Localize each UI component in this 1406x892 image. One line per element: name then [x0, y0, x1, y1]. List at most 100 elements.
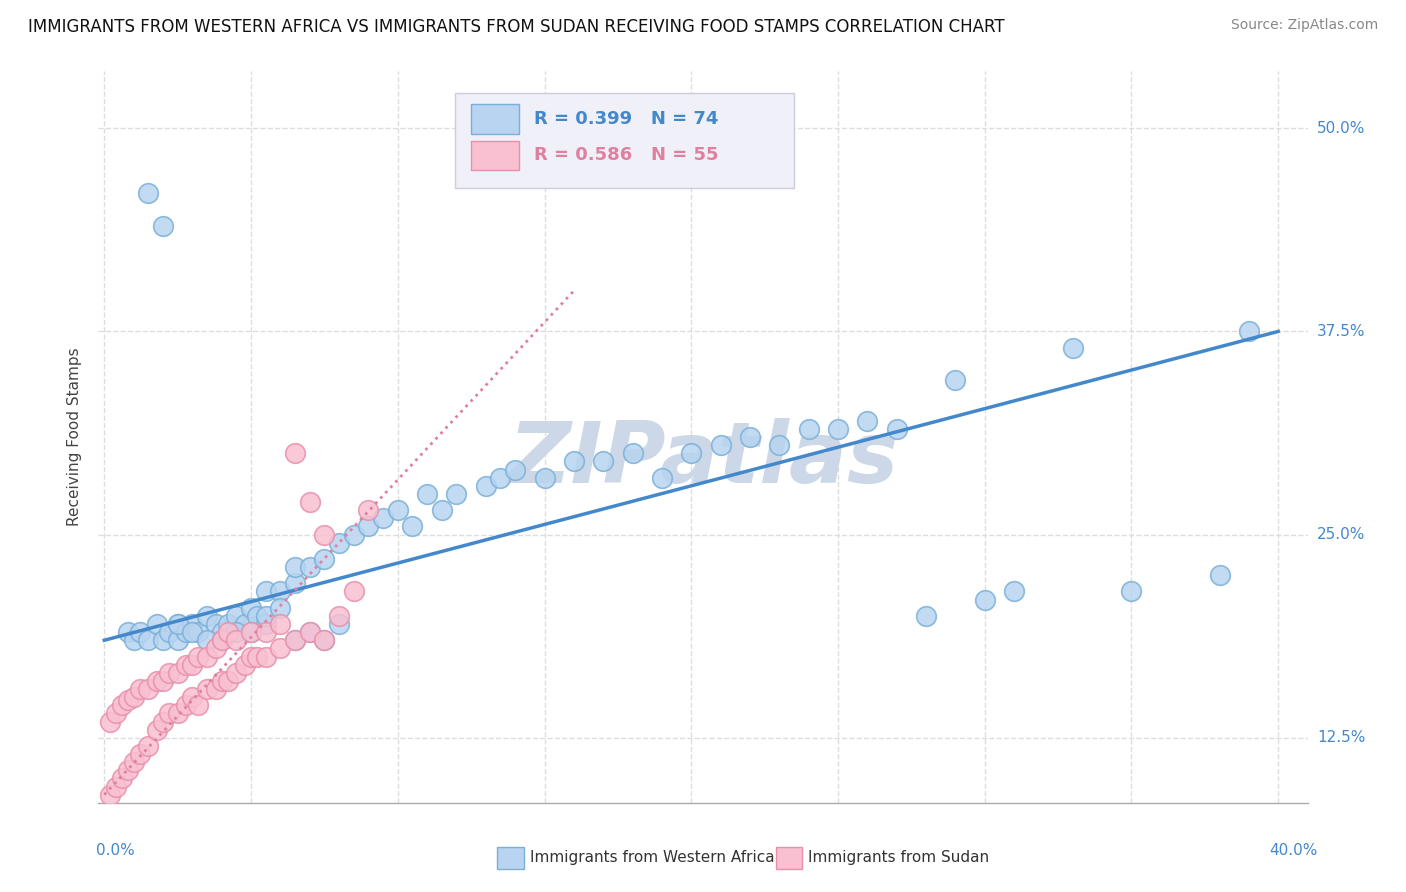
Point	[298, 625, 321, 640]
Bar	[776, 847, 803, 869]
Point	[211, 633, 233, 648]
Point	[240, 625, 263, 640]
Bar	[498, 847, 524, 869]
Point	[973, 592, 995, 607]
Point	[105, 780, 128, 794]
Point	[187, 649, 209, 664]
Bar	[471, 141, 519, 170]
Point	[1002, 584, 1025, 599]
Point	[225, 633, 247, 648]
Point	[98, 714, 121, 729]
Point	[314, 633, 336, 648]
Point	[233, 617, 256, 632]
Point	[533, 471, 555, 485]
Point	[98, 788, 121, 802]
Point	[1208, 568, 1230, 582]
Point	[592, 454, 614, 468]
Point	[284, 446, 307, 460]
Point	[181, 617, 204, 632]
Point	[157, 625, 180, 640]
Text: ZIPatlas: ZIPatlas	[508, 417, 898, 500]
Point	[416, 487, 439, 501]
Point	[254, 649, 277, 664]
Point	[136, 681, 159, 696]
Point	[430, 503, 453, 517]
Point	[298, 560, 321, 574]
Point	[176, 625, 198, 640]
Point	[343, 584, 366, 599]
Point	[204, 641, 226, 656]
Point	[284, 633, 307, 648]
Text: R = 0.399   N = 74: R = 0.399 N = 74	[534, 110, 718, 128]
Text: Immigrants from Sudan: Immigrants from Sudan	[808, 850, 990, 865]
Point	[240, 625, 263, 640]
Point	[195, 681, 218, 696]
Point	[1062, 341, 1084, 355]
Point	[562, 454, 585, 468]
Y-axis label: Receiving Food Stamps: Receiving Food Stamps	[67, 348, 83, 526]
Point	[128, 625, 150, 640]
Text: Immigrants from Western Africa: Immigrants from Western Africa	[530, 850, 775, 865]
Point	[233, 657, 256, 672]
Point	[314, 633, 336, 648]
Point	[284, 633, 307, 648]
Point	[122, 690, 145, 705]
Text: R = 0.586   N = 55: R = 0.586 N = 55	[534, 146, 718, 164]
Point	[136, 186, 159, 201]
Point	[1121, 584, 1143, 599]
Point	[298, 625, 321, 640]
Point	[166, 665, 188, 680]
Point	[122, 755, 145, 769]
Point	[181, 625, 204, 640]
Point	[217, 625, 239, 640]
Point	[157, 706, 180, 721]
Point	[284, 560, 307, 574]
Point	[651, 471, 673, 485]
Point	[204, 681, 226, 696]
Point	[128, 747, 150, 761]
Point	[225, 608, 247, 623]
Point	[181, 657, 204, 672]
Point	[269, 584, 291, 599]
Point	[195, 649, 218, 664]
Text: 12.5%: 12.5%	[1317, 731, 1365, 746]
Point	[254, 617, 277, 632]
Point	[122, 633, 145, 648]
Point	[254, 625, 277, 640]
FancyBboxPatch shape	[456, 94, 793, 188]
Point	[166, 633, 188, 648]
Point	[387, 503, 409, 517]
Point	[117, 764, 139, 778]
Text: 0.0%: 0.0%	[96, 843, 135, 858]
Point	[166, 706, 188, 721]
Point	[681, 446, 703, 460]
Point	[146, 723, 169, 737]
Point	[503, 462, 526, 476]
Point	[117, 693, 139, 707]
Bar	[471, 104, 519, 134]
Point	[886, 422, 908, 436]
Point	[246, 608, 269, 623]
Text: Source: ZipAtlas.com: Source: ZipAtlas.com	[1230, 18, 1378, 32]
Point	[269, 641, 291, 656]
Point	[314, 527, 336, 541]
Point	[797, 422, 820, 436]
Point	[195, 633, 218, 648]
Point	[357, 519, 380, 533]
Point	[176, 698, 198, 713]
Point	[152, 673, 174, 688]
Point	[827, 422, 849, 436]
Point	[357, 503, 380, 517]
Point	[187, 698, 209, 713]
Point	[328, 617, 350, 632]
Point	[136, 739, 159, 753]
Point	[371, 511, 394, 525]
Point	[269, 600, 291, 615]
Point	[1237, 325, 1260, 339]
Text: IMMIGRANTS FROM WESTERN AFRICA VS IMMIGRANTS FROM SUDAN RECEIVING FOOD STAMPS CO: IMMIGRANTS FROM WESTERN AFRICA VS IMMIGR…	[28, 18, 1005, 36]
Point	[269, 617, 291, 632]
Point	[211, 633, 233, 648]
Point	[621, 446, 644, 460]
Point	[211, 673, 233, 688]
Text: 37.5%: 37.5%	[1317, 324, 1365, 339]
